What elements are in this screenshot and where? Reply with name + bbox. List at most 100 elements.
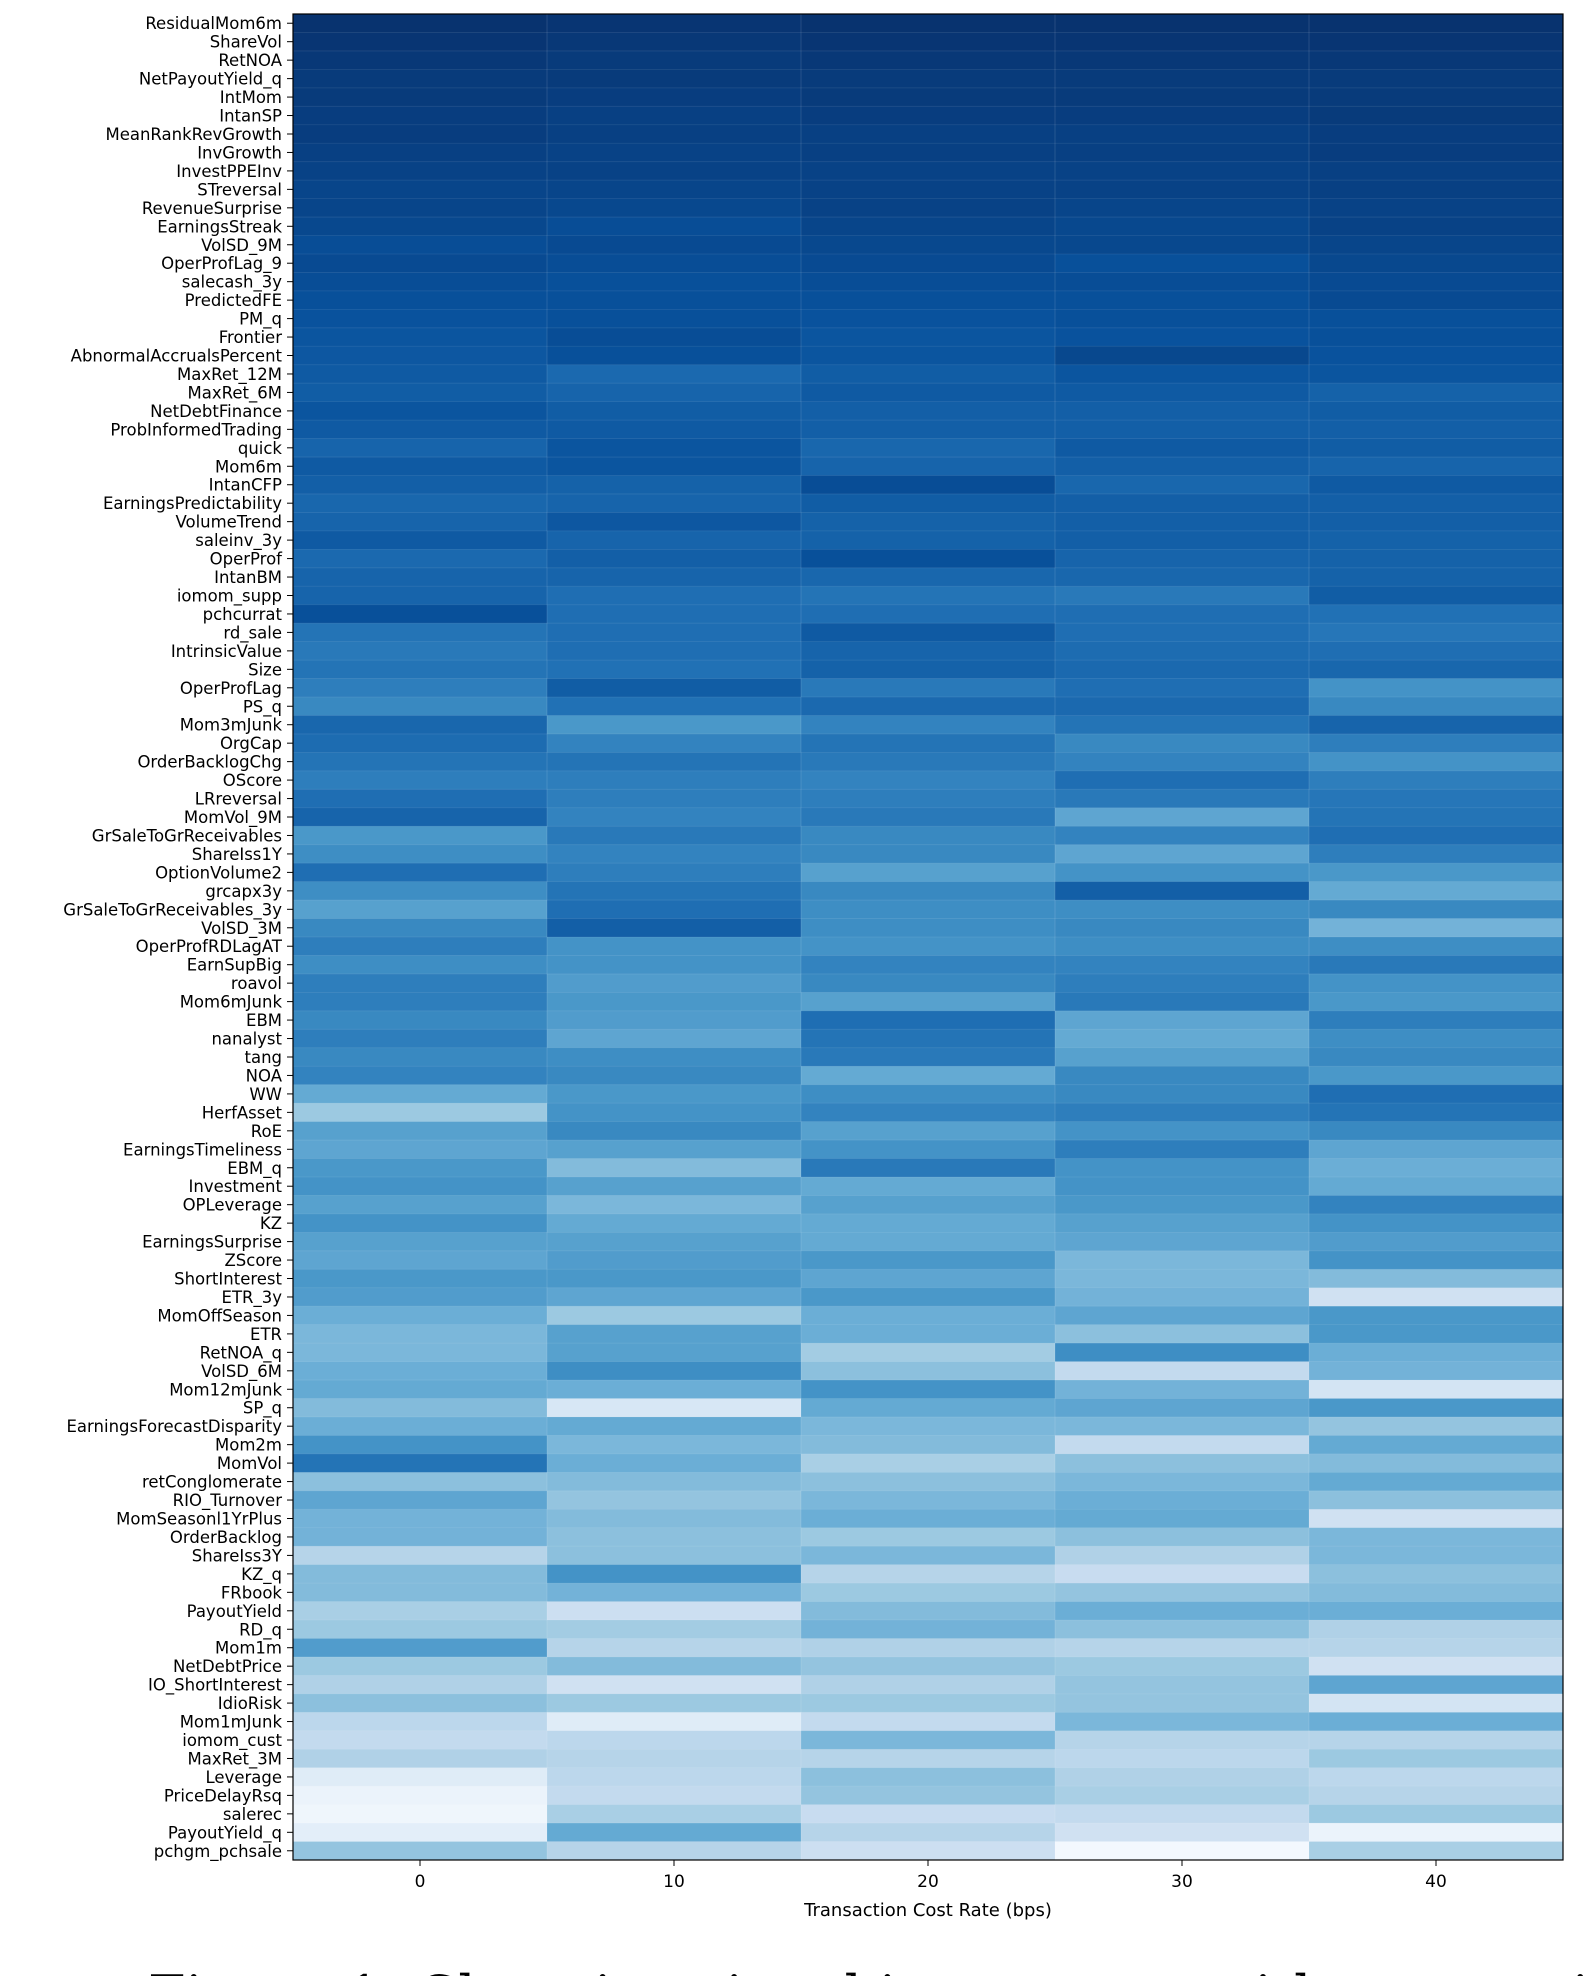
- heatmap-cell: [801, 1416, 1056, 1436]
- heatmap-cell: [547, 1158, 802, 1178]
- heatmap-cell: [1055, 1324, 1310, 1344]
- y-tick-label: ShareIss3Y: [192, 1546, 283, 1565]
- heatmap-cell: [547, 180, 802, 199]
- heatmap-cell: [801, 1453, 1056, 1473]
- heatmap-cell: [293, 752, 548, 772]
- y-tick-label: NetDebtFinance: [150, 402, 282, 421]
- y-tick-label: grcapx3y: [205, 882, 282, 901]
- heatmap-cell: [293, 124, 548, 144]
- heatmap-cell: [293, 604, 548, 624]
- heatmap-cell: [547, 1620, 802, 1639]
- y-tick-label: Frontier: [219, 328, 282, 347]
- heatmap-cell: [547, 346, 802, 366]
- heatmap-cell: [1309, 161, 1564, 181]
- y-tick-label: ShareIss1Y: [192, 845, 283, 864]
- heatmap-cell: [1309, 1250, 1564, 1270]
- x-tick-label: 10: [663, 1872, 685, 1892]
- heatmap-cell: [547, 1029, 802, 1049]
- heatmap-cell: [1309, 272, 1564, 292]
- y-tick-label: retConglomerate: [142, 1473, 282, 1492]
- heatmap-cell: [1309, 1287, 1564, 1307]
- heatmap-cell: [801, 512, 1056, 532]
- heatmap-cell: [1309, 955, 1564, 975]
- heatmap-cell: [547, 69, 802, 89]
- heatmap-cell: [547, 678, 802, 698]
- heatmap-cell: [1055, 733, 1310, 753]
- y-tick-label: iomom_cust: [182, 1731, 282, 1751]
- x-tick-label: 20: [917, 1872, 939, 1892]
- heatmap-cell: [1309, 1638, 1564, 1658]
- y-tick-label: EBM: [246, 1011, 282, 1030]
- y-tick-label: pchgm_pchsale: [154, 1842, 282, 1862]
- heatmap-cell: [1055, 715, 1310, 735]
- y-tick-label: IntanBM: [214, 568, 282, 587]
- heatmap-cell: [293, 87, 548, 107]
- y-tick-label: InvestPPEInv: [176, 162, 282, 181]
- heatmap-cell: [801, 87, 1056, 107]
- heatmap-cell: [547, 586, 802, 606]
- figure-caption: Figure 1: Changing signal importance wit…: [148, 1964, 1594, 1976]
- heatmap-cell: [801, 143, 1056, 163]
- heatmap-cell: [801, 1601, 1056, 1621]
- heatmap-cell: [1055, 1287, 1310, 1307]
- heatmap-cell: [293, 14, 548, 33]
- heatmap-cell: [547, 530, 802, 550]
- y-tick-label: MomVol: [217, 1454, 282, 1473]
- heatmap-cell: [293, 678, 548, 698]
- y-tick-label: EarningsForecastDisparity: [67, 1417, 283, 1436]
- heatmap-cell: [547, 1140, 802, 1159]
- heatmap-cell: [1055, 1786, 1310, 1806]
- y-tick-label: salerec: [223, 1805, 282, 1824]
- y-tick-label: EarningsPredictability: [103, 494, 282, 513]
- y-tick-label: WW: [249, 1085, 282, 1104]
- heatmap-cell: [1309, 1509, 1564, 1529]
- heatmap-cell: [1309, 383, 1564, 403]
- y-tick-label: saleinv_3y: [195, 531, 282, 551]
- heatmap-cell: [1055, 124, 1310, 144]
- heatmap-cell: [1309, 604, 1564, 624]
- y-tick-label: EarningsSurprise: [142, 1233, 282, 1252]
- heatmap-cell: [1309, 1416, 1564, 1436]
- heatmap-cell: [801, 863, 1056, 883]
- y-tick-label: quick: [238, 439, 283, 458]
- heatmap-cell: [1309, 1213, 1564, 1233]
- heatmap-cell: [801, 955, 1056, 975]
- y-tick-label: ETR: [250, 1325, 282, 1344]
- heatmap-cell: [1055, 752, 1310, 772]
- heatmap-cell: [801, 1786, 1056, 1806]
- heatmap-cell: [1055, 50, 1310, 70]
- heatmap-cell: [801, 733, 1056, 753]
- heatmap-cell: [547, 1786, 802, 1806]
- heatmap-cell: [1309, 1730, 1564, 1750]
- heatmap-cell: [1309, 1841, 1564, 1861]
- heatmap-cell: [801, 1361, 1056, 1381]
- heatmap-cell: [547, 87, 802, 107]
- heatmap-cell: [1055, 420, 1310, 439]
- heatmap-cell: [293, 1638, 548, 1658]
- y-tick-label: IntanSP: [219, 107, 282, 126]
- heatmap-cell: [1055, 1306, 1310, 1326]
- heatmap-cell: [801, 530, 1056, 550]
- heatmap-cell: [1309, 586, 1564, 606]
- heatmap-cell: [801, 660, 1056, 679]
- heatmap-cell: [801, 124, 1056, 144]
- y-tick-label: Leverage: [206, 1768, 283, 1787]
- heatmap-cell: [293, 1693, 548, 1713]
- heatmap-cell: [547, 50, 802, 70]
- heatmap-cell: [1055, 1749, 1310, 1769]
- heatmap-cell: [801, 567, 1056, 587]
- heatmap-cell: [1309, 290, 1564, 310]
- heatmap-cell: [547, 253, 802, 273]
- heatmap-cell: [293, 198, 548, 218]
- heatmap-cell: [1055, 401, 1310, 421]
- heatmap-cell: [293, 733, 548, 753]
- y-tick-label: PS_q: [243, 697, 282, 717]
- y-tick-label: GrSaleToGrReceivables_3y: [63, 900, 282, 920]
- heatmap-cell: [801, 1010, 1056, 1030]
- heatmap-cell: [1055, 1490, 1310, 1510]
- heatmap-cell: [1055, 346, 1310, 366]
- heatmap-cell: [293, 1269, 548, 1289]
- heatmap-cell: [801, 309, 1056, 329]
- heatmap-cell: [1309, 50, 1564, 70]
- y-tick-label: IntanCFP: [209, 476, 282, 495]
